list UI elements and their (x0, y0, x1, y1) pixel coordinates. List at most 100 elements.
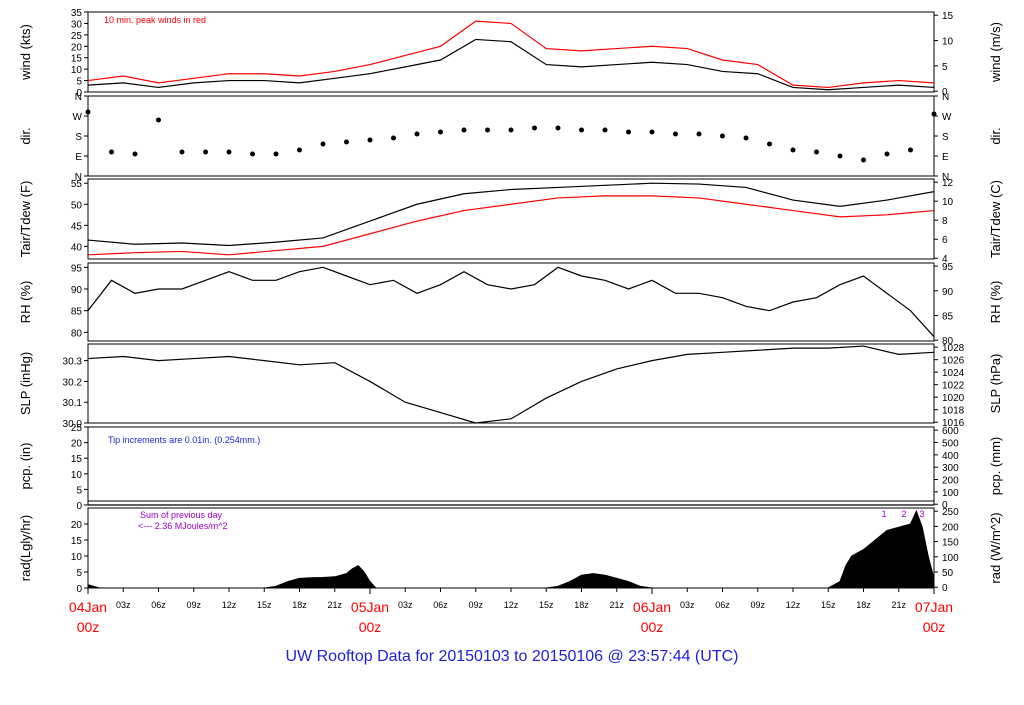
xtick-label: 21z (891, 600, 906, 610)
xtick-label: 18z (856, 600, 871, 610)
ytick-label-left: 30 (71, 19, 83, 30)
dir-point (790, 147, 796, 153)
wind-series-1 (87, 20, 935, 89)
dir-point (626, 129, 631, 135)
ytick-label-left: 25 (71, 31, 83, 42)
panel-frame (87, 11, 935, 93)
xtick-label: 21z (327, 600, 342, 610)
dir-point (908, 147, 913, 153)
ylabel-left-temperature: Tair/Tdew (F) (18, 181, 33, 258)
ytick-label-right: 8 (942, 216, 948, 227)
ytick-label-right: 1020 (942, 393, 965, 404)
ytick-label-left: 45 (71, 221, 83, 232)
dir-point (273, 151, 279, 157)
dir-point (156, 117, 161, 123)
ytick-label-right: 0 (942, 583, 948, 594)
xtick-date: 05Jan (351, 599, 389, 615)
ytick-label-left: 15 (71, 536, 83, 547)
xtick-label: 09z (750, 600, 765, 610)
dir-point (367, 137, 373, 143)
xtick-label: 03z (116, 600, 131, 610)
ylabel-right-slp: SLP (hPa) (988, 354, 1003, 414)
ytick-label-right: S (942, 132, 949, 143)
dir-point (461, 127, 467, 133)
dir-point (767, 141, 772, 147)
dir-point (179, 149, 185, 155)
day-marker: 1 (881, 509, 886, 519)
dir-point (696, 131, 702, 137)
ytick-label-left: 10 (71, 470, 83, 481)
xtick-label: 03z (680, 600, 695, 610)
ytick-label-right: 200 (942, 522, 959, 533)
dir-point (391, 135, 396, 141)
dir-point (720, 133, 725, 139)
ytick-label-right: 250 (942, 507, 959, 518)
dir-point (837, 153, 843, 159)
dir-point (602, 127, 608, 133)
footer-title: UW Rooftop Data for 20150103 to 20150106… (285, 648, 739, 665)
ytick-label-left: N (75, 92, 82, 103)
ytick-label-right: 90 (942, 287, 954, 298)
panel-frame (87, 95, 935, 177)
panel-frame (87, 507, 935, 589)
rh-series-0 (87, 266, 935, 338)
panel-temperature: 40 45 50 55 4 6 8 10 12 (71, 178, 954, 265)
ylabel-left-radiation: rad(Lgly/hr) (18, 515, 33, 581)
ylabel-left-precip: pcp. (in) (18, 443, 33, 490)
panel-frame (87, 262, 935, 342)
ytick-label-right: W (942, 112, 952, 123)
xtick-label: 18z (574, 600, 589, 610)
dir-point (109, 149, 114, 155)
ytick-label-left: 10 (71, 65, 83, 76)
ytick-label-right: 500 (942, 438, 959, 449)
dir-point (250, 151, 255, 157)
ytick-label-left: 0 (76, 88, 82, 99)
xtick-hour: 00z (641, 619, 664, 635)
xtick-hour: 00z (923, 619, 946, 635)
ytick-label-right: 4 (942, 254, 948, 265)
ytick-label-right: 100 (942, 553, 959, 564)
panel-frame (87, 178, 935, 260)
ytick-label-right: 1026 (942, 356, 965, 367)
dir-point (814, 149, 819, 155)
xtick-label: 21z (609, 600, 624, 610)
ylabel-right-radiation: rad (W/m^2) (988, 512, 1003, 583)
xtick-hour: 00z (359, 619, 382, 635)
temperature-series-1 (87, 195, 935, 256)
ytick-label-right: 1024 (942, 368, 965, 379)
ytick-label-right: 50 (942, 568, 954, 579)
dir-point (532, 125, 537, 131)
ytick-label-right: 85 (942, 312, 954, 323)
ytick-label-right: N (942, 172, 949, 183)
dir-point (743, 135, 749, 141)
xtick-label: 18z (292, 600, 307, 610)
dir-point (132, 151, 138, 157)
ytick-label-right: 1022 (942, 381, 965, 392)
dir-point (673, 131, 678, 137)
ytick-label-right: 150 (942, 538, 959, 549)
ytick-label-left: 95 (71, 263, 83, 274)
xtick-label: 12z (786, 600, 801, 610)
rad-sum-value: <--- 2.36 MJoules/m^2 (138, 521, 228, 531)
ytick-label-right: 95 (942, 262, 954, 273)
ytick-label-left: 50 (71, 200, 83, 211)
ylabel-right-precip: pcp. (mm) (988, 437, 1003, 496)
ytick-label-left: 30.3 (63, 357, 83, 368)
xtick-label: 12z (504, 600, 519, 610)
ytick-label-left: 15 (71, 54, 83, 65)
ytick-label-right: 1018 (942, 406, 965, 417)
xtick-label: 06z (151, 600, 166, 610)
dir-point (931, 111, 937, 117)
ytick-label-right: N (942, 92, 949, 103)
dir-point (297, 147, 302, 153)
ytick-label-right: 200 (942, 476, 959, 487)
annotation-precip: Tip increments are 0.01in. (0.254mm.) (108, 435, 260, 445)
dir-point (579, 127, 584, 133)
ytick-label-right: E (942, 152, 949, 163)
ytick-label-right: 600 (942, 426, 959, 437)
ytick-label-left: 0 (76, 584, 82, 595)
panel-dir: N NE ES SW WN N (73, 92, 952, 183)
